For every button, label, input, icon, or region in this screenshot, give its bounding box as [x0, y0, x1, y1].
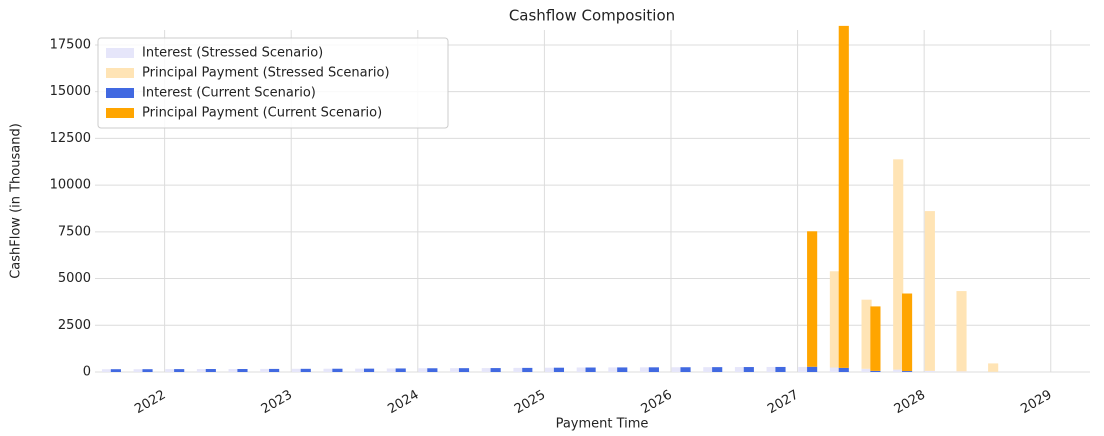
legend-label: Principal Payment (Current Scenario)	[142, 106, 382, 121]
bar-segment	[743, 367, 754, 372]
bar-segment	[703, 367, 714, 372]
bar-segment	[386, 368, 397, 372]
bar-segment	[450, 368, 461, 372]
bar-segment	[260, 368, 271, 372]
bar-segment	[355, 368, 366, 372]
bar-segment	[395, 368, 406, 372]
bar-segment	[807, 366, 818, 372]
bar-segment	[671, 367, 682, 372]
x-tick-label: 2025	[512, 388, 548, 418]
bar-segment	[332, 368, 343, 372]
y-tick-label: 7500	[58, 224, 91, 239]
bar-segment	[585, 367, 596, 372]
bar-segment	[617, 367, 628, 372]
bar-segment	[142, 369, 153, 372]
y-tick-label: 10000	[50, 178, 91, 193]
bar-segment	[513, 367, 524, 372]
bar-segment	[775, 366, 786, 372]
bar-segment	[829, 271, 840, 368]
bar-segment	[110, 369, 121, 372]
bar-segment	[490, 368, 501, 372]
bar-segment	[956, 291, 967, 372]
bar-segment	[364, 368, 375, 372]
bar-segment	[893, 159, 904, 370]
y-tick-label: 12500	[50, 131, 91, 146]
bar-segment	[300, 368, 311, 372]
bar-segment	[553, 367, 565, 372]
y-tick-label: 17500	[50, 37, 91, 52]
bar-segment	[427, 368, 438, 372]
bar-segment	[902, 371, 913, 372]
bar-segment	[196, 369, 208, 372]
legend-label: Interest (Stressed Scenario)	[142, 46, 323, 61]
bars	[101, 25, 999, 372]
bar-segment	[798, 366, 809, 372]
chart-title: Cashflow Composition	[509, 7, 675, 25]
y-axis-label: CashFlow (in Thousand)	[9, 123, 24, 279]
bar-segment	[228, 369, 239, 372]
bar-segment	[458, 368, 470, 372]
bar-segment	[639, 367, 651, 372]
bar-segment	[323, 368, 334, 372]
bar-segment	[291, 368, 302, 372]
bar-segment	[712, 367, 723, 372]
legend-label: Principal Payment (Stressed Scenario)	[142, 66, 390, 81]
legend: Interest (Stressed Scenario) Principal Pa…	[97, 37, 449, 129]
y-tick-label: 2500	[58, 318, 91, 333]
y-tick-label: 5000	[58, 271, 91, 286]
bar-segment	[838, 367, 849, 372]
bar-segment	[237, 369, 248, 372]
bar-segment	[838, 25, 849, 368]
bar-segment	[870, 370, 881, 372]
bar-segment	[545, 367, 556, 372]
legend-swatch	[106, 48, 134, 58]
legend-box	[97, 37, 449, 129]
bar-segment	[924, 211, 935, 371]
bar-segment	[861, 299, 872, 369]
x-tick-label: 2029	[1018, 388, 1054, 418]
bar-segment	[418, 368, 429, 372]
bar-segment	[174, 369, 185, 372]
bar-segment	[608, 367, 619, 372]
bar-segment	[101, 369, 113, 372]
legend-swatch	[106, 108, 134, 118]
bar-segment	[481, 368, 492, 372]
bar-segment	[902, 293, 913, 372]
bar-segment	[734, 367, 746, 372]
x-tick-label: 2024	[385, 388, 421, 418]
bar-segment	[680, 367, 691, 372]
bar-segment	[576, 367, 587, 372]
bar-segment	[522, 367, 533, 372]
bar-segment	[205, 369, 216, 372]
bar-segment	[269, 368, 280, 372]
bar-segment	[829, 367, 840, 372]
bar-segment	[165, 369, 176, 372]
x-tick-label: 2027	[765, 388, 801, 418]
bar-segment	[870, 306, 881, 371]
y-tick-label: 0	[83, 365, 91, 380]
bar-segment	[807, 231, 818, 367]
x-tick-label: 2028	[892, 388, 928, 418]
bar-segment	[861, 368, 872, 372]
bar-segment	[766, 366, 777, 372]
legend-label: Interest (Current Scenario)	[142, 86, 316, 101]
bar-segment	[893, 369, 904, 372]
x-tick-label: 2023	[259, 388, 295, 418]
y-tick-label: 15000	[50, 84, 91, 99]
bar-segment	[956, 371, 967, 372]
bar-segment	[988, 363, 999, 372]
x-tick-label: 2022	[132, 388, 168, 418]
bar-segment	[924, 370, 935, 372]
x-tick-label: 2026	[639, 388, 675, 418]
legend-swatch	[106, 88, 134, 98]
legend-swatch	[106, 68, 134, 78]
bar-segment	[133, 369, 144, 372]
x-axis-label: Payment Time	[556, 417, 649, 432]
bar-segment	[648, 367, 659, 372]
